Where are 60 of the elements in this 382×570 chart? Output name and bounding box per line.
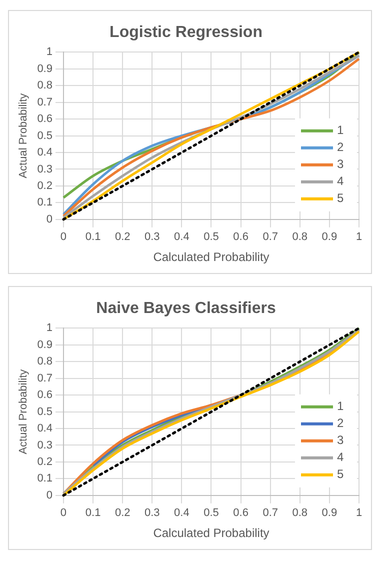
y-tick-label: 1 xyxy=(46,46,52,58)
y-tick-label: 0.1 xyxy=(37,472,52,485)
y-tick-label: 0.5 xyxy=(37,130,52,142)
x-tick-label: 1 xyxy=(356,507,362,520)
x-tick-label: 0.9 xyxy=(322,507,338,520)
legend-label: 1 xyxy=(337,123,344,138)
x-tick-label: 0.7 xyxy=(262,507,278,520)
y-tick-label: 0.2 xyxy=(37,456,52,468)
legend-label: 2 xyxy=(337,416,344,430)
x-tick-label: 0.6 xyxy=(233,231,248,244)
legend-label: 2 xyxy=(337,140,344,154)
y-axis-title: Actual Probability xyxy=(18,92,30,178)
legend-label: 4 xyxy=(337,174,344,188)
x-tick-label: 0.3 xyxy=(144,507,160,520)
chart-title: Naive Bayes Classifiers xyxy=(96,300,276,318)
x-tick-label: 0.5 xyxy=(204,231,219,244)
y-tick-label: 0.6 xyxy=(37,389,52,402)
y-tick-label: 0.8 xyxy=(37,356,52,368)
x-tick-label: 0.4 xyxy=(174,507,190,520)
y-tick-label: 0.4 xyxy=(37,422,52,435)
y-tick-label: 0.1 xyxy=(37,196,52,209)
x-tick-label: 0.9 xyxy=(322,231,338,244)
legend-label: 3 xyxy=(337,433,344,448)
x-tick-label: 0.5 xyxy=(204,507,219,520)
x-tick-label: 0 xyxy=(60,231,67,244)
y-tick-label: 0.4 xyxy=(37,146,52,159)
y-tick-label: 0.9 xyxy=(37,62,52,75)
y-tick-label: 0.3 xyxy=(37,439,52,452)
legend-label: 4 xyxy=(337,450,344,464)
legend-label: 5 xyxy=(337,191,344,206)
x-tick-label: 0.4 xyxy=(174,231,190,244)
y-tick-label: 0.6 xyxy=(37,113,52,126)
y-tick-label: 0 xyxy=(46,213,52,226)
y-tick-label: 0.9 xyxy=(37,338,52,351)
x-tick-label: 0.1 xyxy=(85,507,101,520)
x-tick-label: 0.2 xyxy=(114,507,130,520)
y-tick-label: 0.7 xyxy=(37,372,52,384)
x-tick-label: 0.7 xyxy=(262,231,278,244)
y-tick-label: 0.2 xyxy=(37,180,52,192)
x-tick-label: 0.2 xyxy=(114,231,130,244)
chart-title: Logistic Regression xyxy=(110,24,262,42)
x-tick-label: 0.8 xyxy=(292,231,308,244)
x-tick-label: 0.3 xyxy=(144,231,160,244)
x-tick-label: 0.6 xyxy=(233,507,248,520)
legend-label: 5 xyxy=(337,467,344,482)
y-axis-title: Actual Probability xyxy=(18,368,30,454)
y-tick-label: 1 xyxy=(46,322,52,334)
legend-label: 1 xyxy=(337,399,344,414)
x-tick-label: 0.8 xyxy=(292,507,308,520)
y-tick-label: 0 xyxy=(46,489,52,502)
y-tick-label: 0.5 xyxy=(37,406,52,418)
y-tick-label: 0.3 xyxy=(37,163,52,176)
y-tick-label: 0.8 xyxy=(37,80,52,92)
x-tick-label: 1 xyxy=(356,231,362,244)
x-axis-title: Calculated Probability xyxy=(153,250,270,264)
x-tick-label: 0.1 xyxy=(85,231,101,244)
x-axis-title: Calculated Probability xyxy=(153,526,270,540)
x-tick-label: 0 xyxy=(60,507,67,520)
legend-label: 3 xyxy=(337,157,344,172)
y-tick-label: 0.7 xyxy=(37,96,52,108)
